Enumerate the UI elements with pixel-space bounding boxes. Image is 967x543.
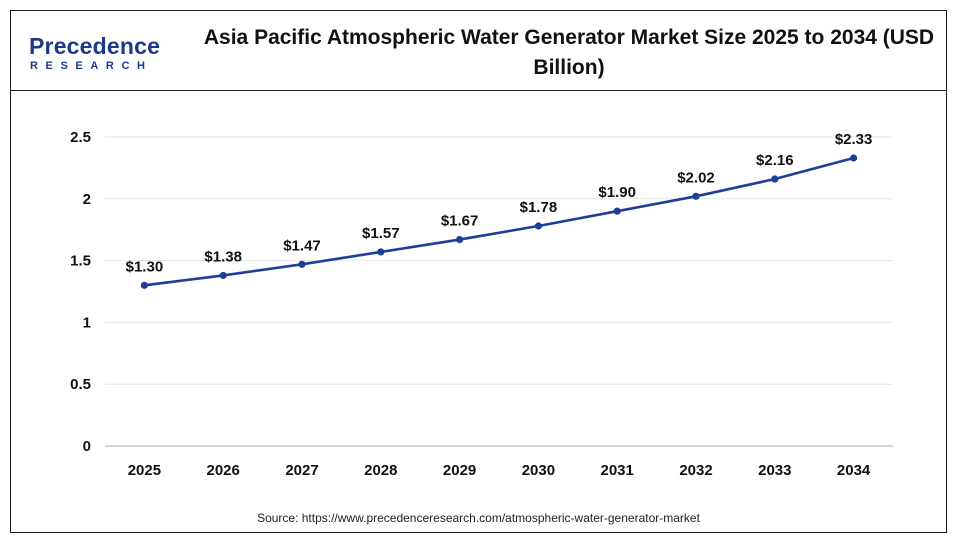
data-point: [298, 260, 306, 268]
y-tick-label: 1: [83, 314, 91, 331]
x-tick-label: 2026: [207, 462, 240, 479]
data-label: $1.57: [362, 225, 400, 242]
y-tick-label: 0.5: [70, 376, 91, 393]
x-tick-label: 2029: [443, 462, 476, 479]
y-tick-label: 1.5: [70, 253, 91, 270]
chart-title: Asia Pacific Atmospheric Water Generator…: [203, 26, 935, 79]
x-tick-label: 2033: [758, 462, 791, 479]
axis-layer: 0 0.5 1 1.5 2 2.5 2025 2026 2027 2028 2029 2030 2031…: [70, 129, 893, 479]
chart-header: Precedence RESEARCH Asia Pacific Atmosph…: [11, 11, 946, 91]
data-point: [692, 192, 700, 200]
data-label: $2.16: [756, 152, 794, 169]
data-point: [534, 222, 543, 230]
data-point: [219, 271, 227, 280]
data-point: [140, 281, 148, 289]
logo-subtitle: RESEARCH: [30, 60, 153, 72]
data-label: $1.67: [441, 213, 479, 230]
data-label: $2.33: [835, 131, 873, 148]
x-tick-label: 2032: [679, 462, 712, 479]
data-label: $1.30: [126, 258, 164, 275]
x-tick-label: 2027: [285, 462, 318, 479]
y-tick-label: 2.5: [70, 129, 91, 146]
x-tick-label: 2025: [128, 462, 161, 479]
data-point: [456, 235, 464, 244]
line-chart: 0 0.5 1 1.5 2 2.5 2025 2026 2027 2028 2029 2030 2031…: [70, 129, 893, 479]
data-label: $1.47: [283, 237, 321, 254]
data-point: [613, 207, 621, 215]
data-label: $2.02: [677, 169, 715, 186]
x-tick-label: 2028: [364, 462, 397, 479]
x-tick-label: 2031: [601, 462, 634, 479]
series-line: [144, 156, 854, 287]
y-tick-label: 2: [83, 191, 91, 208]
data-label: $1.78: [520, 199, 558, 216]
brand-logo: Precedence RESEARCH: [29, 33, 179, 79]
line-layer: [144, 156, 854, 287]
data-point: [377, 248, 385, 256]
source-note: Source: https://www.precedenceresearch.c…: [257, 511, 700, 525]
grid-layer: [105, 136, 893, 385]
data-label: $1.90: [598, 184, 636, 201]
point-layer: [140, 154, 858, 289]
data-point: [850, 154, 858, 162]
x-tick-label: 2034: [837, 462, 871, 479]
logo-name: Precedence: [29, 33, 161, 59]
x-tick-label: 2030: [522, 462, 555, 479]
label-layer: $1.30 $1.38 $1.47 $1.57 $1.67 $1.78 $1.90 $2.02…: [126, 131, 873, 275]
data-label: $1.38: [204, 248, 242, 265]
y-tick-label: 0: [83, 438, 91, 455]
chart-frame: Precedence RESEARCH Asia Pacific Atmosph…: [10, 10, 947, 533]
data-point: [771, 175, 779, 183]
